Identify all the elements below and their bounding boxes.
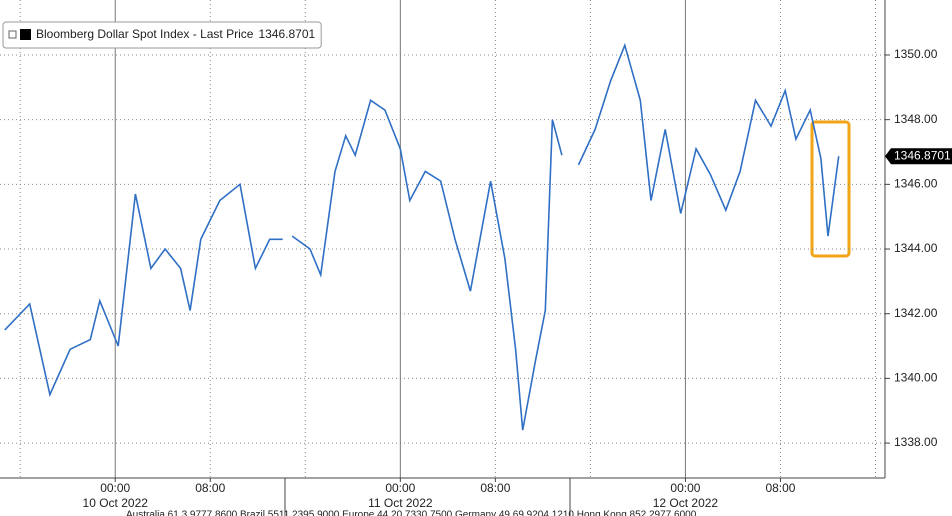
y-tick-label: 1348.00 xyxy=(894,112,938,126)
date-label: 11 Oct 2022 xyxy=(368,496,433,510)
footer-text: Australia 61 3 9777 8600 Brazil 5511 239… xyxy=(126,510,697,516)
legend-swatch xyxy=(20,29,31,40)
legend: Bloomberg Dollar Spot Index - Last Price… xyxy=(2,21,322,49)
y-tick-label: 1338.00 xyxy=(894,435,938,449)
x-tick-label: 08:00 xyxy=(195,481,225,495)
date-label: 10 Oct 2022 xyxy=(83,496,149,510)
highlight-box xyxy=(810,120,851,258)
x-tick-label: 00:00 xyxy=(100,481,130,495)
price-line xyxy=(4,42,840,431)
legend-name: Bloomberg Dollar Spot Index - Last Price xyxy=(36,27,254,41)
x-tick-label: 08:00 xyxy=(765,481,795,495)
legend-expand xyxy=(8,30,17,39)
x-tick-label: 00:00 xyxy=(385,481,415,495)
y-tick-label: 1350.00 xyxy=(894,47,938,61)
date-label: 12 Oct 2022 xyxy=(653,496,719,510)
legend-text: Bloomberg Dollar Spot Index - Last Price… xyxy=(36,27,315,41)
y-tick-label: 1346.00 xyxy=(894,177,938,191)
legend-last: 1346.8701 xyxy=(258,27,315,41)
y-tick-label: 1344.00 xyxy=(894,241,938,255)
y-tick-label: 1340.00 xyxy=(894,371,938,385)
last-price-tag xyxy=(885,148,952,165)
y-tick-label: 1342.00 xyxy=(894,306,938,320)
last-price-label: 1346.8701 xyxy=(894,148,951,162)
x-tick-label: 08:00 xyxy=(480,481,510,495)
legend-box xyxy=(2,21,322,49)
x-tick-label: 00:00 xyxy=(670,481,700,495)
